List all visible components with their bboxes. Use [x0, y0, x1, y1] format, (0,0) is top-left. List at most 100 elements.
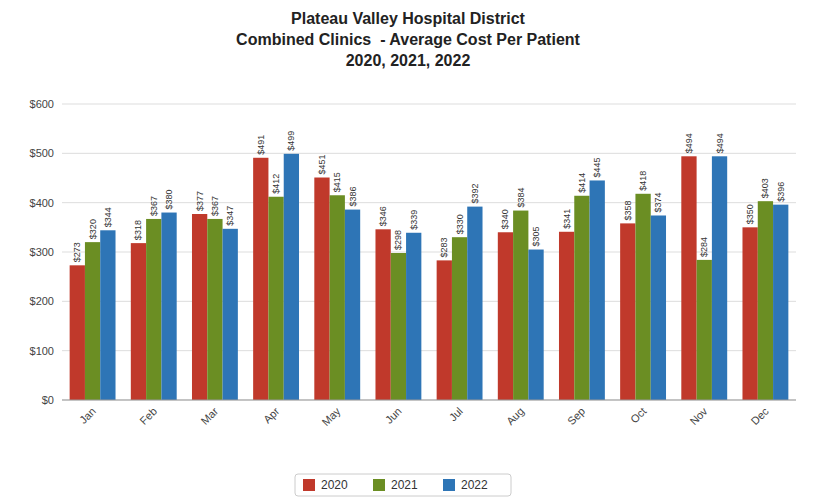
- bars: [70, 154, 789, 400]
- data-label: $367: [149, 196, 159, 216]
- legend-swatch: [373, 479, 385, 491]
- legend-label: 2022: [461, 478, 488, 492]
- bar: [70, 265, 85, 400]
- data-label: $499: [286, 131, 296, 151]
- x-tick-label: Apr: [261, 405, 282, 426]
- data-label: $491: [256, 135, 266, 155]
- data-label: $396: [776, 182, 786, 202]
- bar: [284, 154, 299, 400]
- data-label: $273: [72, 242, 82, 262]
- bar: [406, 233, 421, 400]
- y-tick-label: $100: [30, 345, 54, 357]
- data-label: $412: [271, 174, 281, 194]
- legend-label: 2020: [321, 478, 348, 492]
- y-tick-label: $500: [30, 147, 54, 159]
- x-tick-label: Dec: [749, 405, 772, 428]
- x-axis: JanFebMarAprMayJunJulAugSepOctNovDec: [77, 405, 771, 429]
- data-label: $350: [745, 204, 755, 224]
- bar: [635, 194, 650, 400]
- bar: [559, 232, 574, 400]
- y-tick-label: $200: [30, 295, 54, 307]
- legend-label: 2021: [391, 478, 418, 492]
- data-label: $340: [500, 209, 510, 229]
- data-label: $374: [653, 192, 663, 212]
- bar: [330, 195, 345, 400]
- chart: Plateau Valley Hospital DistrictCombined…: [0, 0, 816, 504]
- title: Plateau Valley Hospital DistrictCombined…: [236, 10, 580, 69]
- bar: [314, 178, 329, 400]
- bar: [223, 229, 238, 400]
- data-label: $339: [409, 210, 419, 230]
- data-label: $418: [638, 171, 648, 191]
- data-label: $341: [562, 209, 572, 229]
- x-tick-label: Jan: [77, 405, 98, 426]
- y-axis: $0 $100 $200 $300 $400 $500 $600: [30, 98, 796, 406]
- bar: [391, 253, 406, 400]
- data-label: $283: [439, 237, 449, 257]
- bar: [452, 237, 467, 400]
- bar: [590, 180, 605, 400]
- x-tick-label: Aug: [504, 405, 526, 427]
- bar: [712, 156, 727, 400]
- data-label: $305: [531, 227, 541, 247]
- data-label: $415: [332, 172, 342, 192]
- data-label: $318: [133, 220, 143, 240]
- data-label: $367: [210, 196, 220, 216]
- y-tick-label: $300: [30, 246, 54, 258]
- grid-line: [62, 104, 796, 105]
- data-label: $414: [577, 173, 587, 193]
- x-tick-label: Mar: [198, 405, 220, 427]
- data-label: $403: [760, 178, 770, 198]
- bar: [620, 223, 635, 400]
- x-tick-label: Nov: [687, 405, 710, 428]
- data-label: $330: [455, 214, 465, 234]
- data-label: $451: [317, 154, 327, 174]
- x-axis-line: [62, 400, 796, 401]
- y-tick-label: $400: [30, 197, 54, 209]
- bar: [697, 260, 712, 400]
- bar: [268, 197, 283, 400]
- bar: [253, 158, 268, 400]
- legend: 2020 2021 2022: [295, 474, 511, 496]
- data-label: $298: [393, 230, 403, 250]
- grid-line: [62, 400, 796, 401]
- bar: [161, 213, 176, 400]
- data-label: $392: [470, 184, 480, 204]
- data-label: $346: [378, 206, 388, 226]
- bar: [773, 205, 788, 400]
- data-label: $386: [348, 187, 358, 207]
- bar: [146, 219, 161, 400]
- bar: [100, 230, 115, 400]
- data-label: $320: [88, 219, 98, 239]
- bar: [513, 211, 528, 400]
- bar: [131, 243, 146, 400]
- data-label: $377: [195, 191, 205, 211]
- x-tick-label: Jun: [383, 405, 404, 426]
- bar: [742, 227, 757, 400]
- x-tick-label: Jul: [447, 405, 465, 423]
- y-tick-label: $600: [30, 98, 54, 110]
- data-label: $380: [164, 190, 174, 210]
- bar: [681, 156, 696, 400]
- legend-swatch: [443, 479, 455, 491]
- bar: [375, 229, 390, 400]
- x-tick-label: Oct: [628, 405, 649, 426]
- data-label: $494: [715, 133, 725, 153]
- bar: [467, 207, 482, 400]
- data-label: $445: [592, 157, 602, 177]
- bar: [498, 232, 513, 400]
- legend-swatch: [303, 479, 315, 491]
- bar: [528, 250, 543, 400]
- y-tick-label: $0: [42, 394, 54, 406]
- legend-frame: [295, 474, 511, 496]
- bar: [651, 215, 666, 400]
- data-label: $344: [103, 207, 113, 227]
- data-label: $384: [516, 188, 526, 208]
- bar: [207, 219, 222, 400]
- bar: [192, 214, 207, 400]
- bar: [758, 201, 773, 400]
- data-label: $494: [684, 133, 694, 153]
- bar: [574, 196, 589, 400]
- x-tick-label: May: [319, 405, 343, 429]
- data-label: $347: [225, 206, 235, 226]
